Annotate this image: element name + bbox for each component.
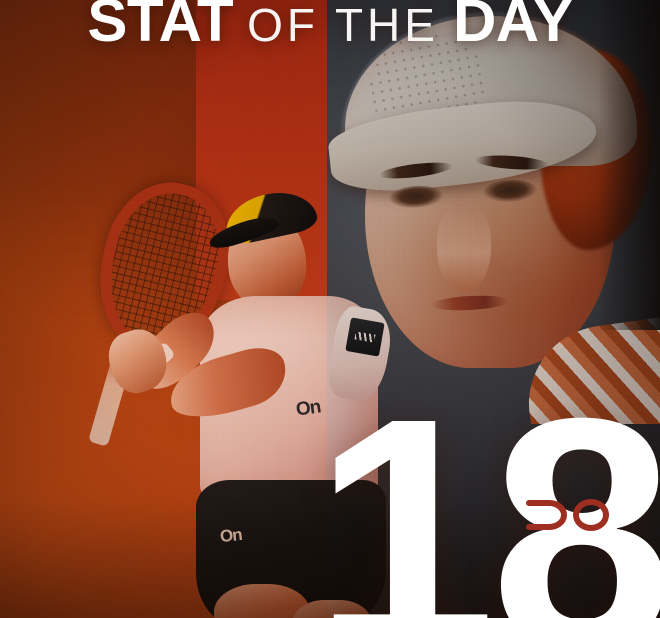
- headline: STAT OF THE DAY: [0, 0, 660, 51]
- player-thigh-right: [292, 600, 372, 618]
- headline-word-day: DAY: [452, 0, 573, 54]
- stat-value: 18: [312, 348, 660, 618]
- player-thigh-left: [214, 584, 310, 618]
- player-action-photo: On On: [83, 169, 396, 618]
- on-logo-icon: [521, 495, 613, 557]
- headline-word-ofthe: OF THE: [247, 0, 439, 51]
- headline-word-stat: STAT: [87, 0, 234, 54]
- portrait-nose: [437, 206, 491, 292]
- on-logo-shorts: On: [219, 524, 243, 547]
